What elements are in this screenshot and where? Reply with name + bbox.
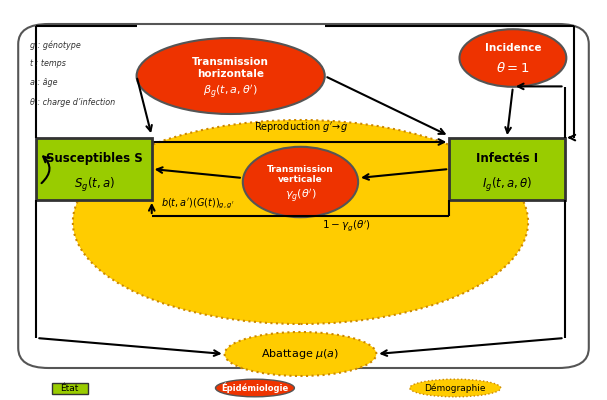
FancyBboxPatch shape bbox=[36, 138, 152, 200]
Text: $S_g(t,a)$: $S_g(t,a)$ bbox=[73, 176, 115, 194]
Text: $\theta = 1$: $\theta = 1$ bbox=[496, 62, 530, 76]
Text: $\gamma_g(\theta')$: $\gamma_g(\theta')$ bbox=[285, 188, 316, 205]
Text: Susceptibles S: Susceptibles S bbox=[46, 152, 143, 165]
Ellipse shape bbox=[225, 332, 376, 376]
Text: $b(t,a')(G(t))_{g,g'}$: $b(t,a')(G(t))_{g,g'}$ bbox=[161, 197, 234, 211]
Ellipse shape bbox=[215, 379, 294, 397]
Text: Transmission: Transmission bbox=[267, 166, 334, 174]
FancyBboxPatch shape bbox=[449, 138, 565, 200]
Ellipse shape bbox=[459, 29, 566, 87]
Text: $\beta_g(t,a,\theta')$: $\beta_g(t,a,\theta')$ bbox=[203, 83, 258, 101]
Ellipse shape bbox=[243, 147, 358, 217]
Text: a : âge: a : âge bbox=[30, 78, 58, 87]
FancyBboxPatch shape bbox=[52, 383, 88, 394]
Text: horizontale: horizontale bbox=[197, 68, 264, 78]
FancyBboxPatch shape bbox=[18, 24, 589, 368]
Ellipse shape bbox=[73, 120, 528, 324]
Text: $1-\gamma_g(\theta')$: $1-\gamma_g(\theta')$ bbox=[322, 218, 370, 234]
Text: Reproduction $g'\!\rightarrow\!g$: Reproduction $g'\!\rightarrow\!g$ bbox=[254, 120, 347, 134]
Text: g : génotype: g : génotype bbox=[30, 40, 81, 50]
Text: t : temps: t : temps bbox=[30, 59, 66, 68]
Ellipse shape bbox=[410, 379, 501, 397]
Text: verticale: verticale bbox=[278, 175, 323, 184]
Text: Épidémiologie: Épidémiologie bbox=[222, 383, 288, 393]
Ellipse shape bbox=[137, 38, 325, 114]
Text: $I_g(t,a,\theta)$: $I_g(t,a,\theta)$ bbox=[482, 176, 532, 194]
Text: Transmission: Transmission bbox=[192, 57, 269, 67]
Text: Abattage $\mu(a)$: Abattage $\mu(a)$ bbox=[262, 347, 339, 361]
Text: Infectés I: Infectés I bbox=[476, 152, 538, 165]
Text: θ : charge d’infection: θ : charge d’infection bbox=[30, 98, 115, 107]
Text: État: État bbox=[61, 384, 79, 393]
Text: Démographie: Démographie bbox=[424, 383, 486, 393]
Text: Incidence: Incidence bbox=[484, 43, 541, 53]
